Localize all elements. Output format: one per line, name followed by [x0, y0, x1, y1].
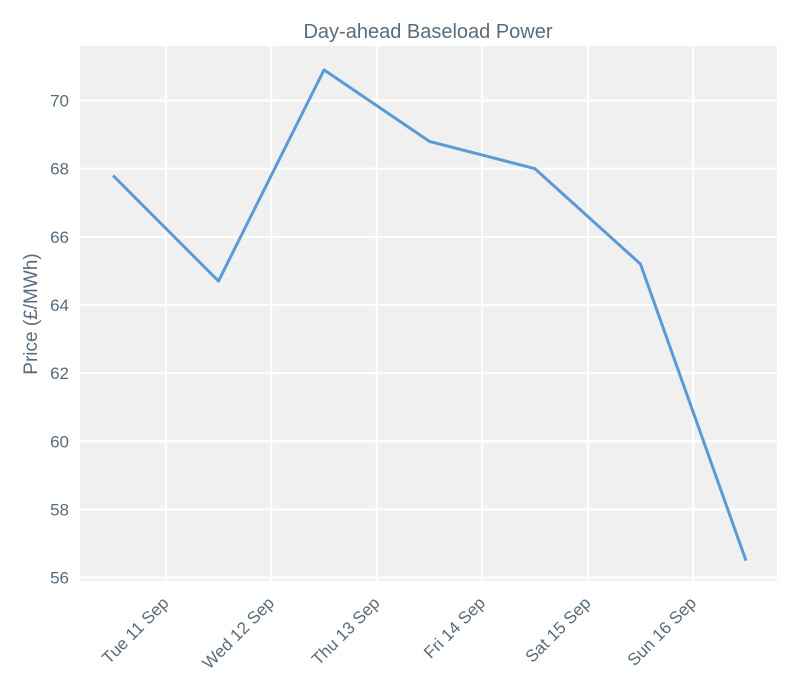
y-tick-label: 66	[50, 228, 69, 247]
y-tick-label: 60	[50, 432, 69, 451]
x-tick-label: Tue 11 Sep	[98, 593, 172, 667]
y-tick-label: 70	[50, 92, 69, 111]
grid-lines	[80, 46, 777, 581]
y-tick-label: 64	[50, 296, 69, 315]
series-line	[111, 68, 748, 562]
y-tick-label: 62	[50, 364, 69, 383]
y-axis-label: Price (£/MWh)	[21, 253, 42, 374]
y-tick-labels: 56 58 60 62 64 66 68 70	[50, 92, 69, 588]
x-tick-labels: Tue 11 Sep Wed 12 Sep Thu 13 Sep Fri 14 Sep…	[98, 593, 700, 672]
x-tick-label: Sun 16 Sep	[624, 593, 700, 669]
x-tick-label: Thu 13 Sep	[308, 593, 384, 669]
x-tick-label: Sat 15 Sep	[522, 593, 595, 666]
y-tick-label: 56	[50, 569, 69, 588]
y-tick-label: 58	[50, 500, 69, 519]
x-tick-label: Wed 12 Sep	[199, 593, 278, 672]
y-tick-label: 68	[50, 160, 69, 179]
plot-background	[80, 46, 777, 581]
series-layer	[111, 68, 748, 562]
x-tick-label: Fri 14 Sep	[420, 593, 489, 662]
chart-title: Day-ahead Baseload Power	[303, 21, 552, 43]
